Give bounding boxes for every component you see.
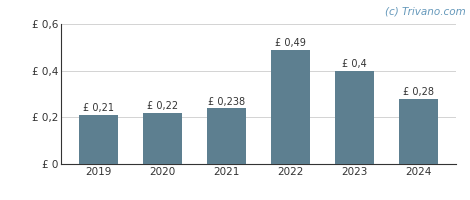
Text: £ 0,21: £ 0,21: [83, 103, 114, 113]
Text: £ 0,49: £ 0,49: [275, 38, 306, 48]
Text: £ 0,22: £ 0,22: [147, 101, 178, 111]
Text: £ 0,238: £ 0,238: [208, 97, 245, 107]
Bar: [143, 113, 181, 164]
Bar: [79, 115, 118, 164]
Bar: [207, 108, 246, 164]
Bar: [336, 71, 374, 164]
Text: £ 0,4: £ 0,4: [342, 59, 367, 69]
Text: £ 0,28: £ 0,28: [403, 87, 434, 97]
Bar: [271, 50, 310, 164]
Text: (c) Trivano.com: (c) Trivano.com: [384, 6, 465, 16]
Bar: [400, 99, 438, 164]
